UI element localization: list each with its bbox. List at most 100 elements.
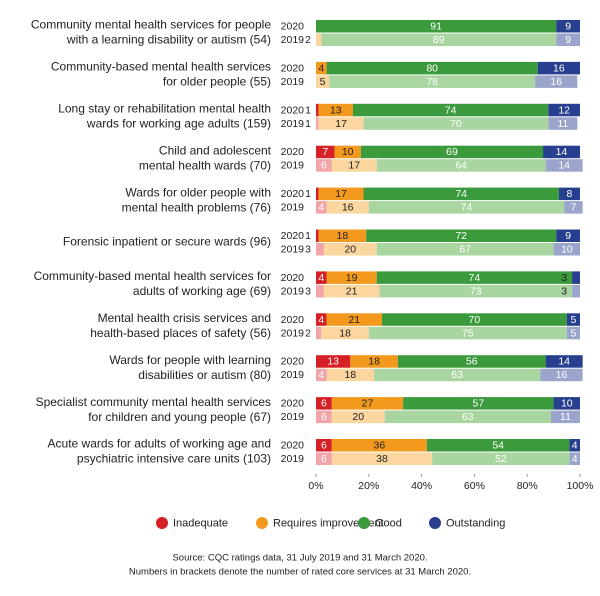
value-label: 12 bbox=[558, 104, 570, 116]
legend-label: Requires improvement bbox=[273, 517, 384, 529]
bar-segment bbox=[540, 368, 583, 382]
value-label: 73 bbox=[470, 285, 482, 297]
x-tick-label: 100% bbox=[567, 480, 594, 492]
bar-segment bbox=[316, 187, 319, 201]
value-label: 56 bbox=[466, 356, 478, 368]
bar-segment bbox=[323, 284, 380, 298]
value-label: 17 bbox=[335, 188, 347, 200]
category-label: Wards for people with learning bbox=[109, 353, 271, 367]
bar-segment bbox=[403, 397, 554, 410]
bar-segment bbox=[321, 33, 557, 46]
legend-marker bbox=[429, 517, 441, 529]
bar-segment bbox=[368, 326, 567, 340]
value-label: 63 bbox=[451, 369, 463, 381]
year-label: 2020 bbox=[281, 188, 305, 200]
value-label: 89 bbox=[433, 34, 445, 46]
value-label: 4 bbox=[572, 453, 578, 465]
bar-segment bbox=[326, 61, 538, 75]
value-label: 27 bbox=[362, 398, 374, 410]
bar-segment bbox=[316, 355, 351, 368]
value-label: 7 bbox=[570, 202, 576, 214]
bar-segment bbox=[323, 243, 377, 256]
year-label: 2019 bbox=[281, 202, 305, 214]
legend-marker bbox=[256, 517, 268, 529]
value-label: 17 bbox=[348, 160, 360, 172]
bar-segment bbox=[572, 284, 580, 298]
bar-segment bbox=[316, 271, 327, 284]
value-label: 54 bbox=[492, 440, 504, 452]
bar-segment bbox=[316, 117, 319, 130]
value-label: 14 bbox=[556, 146, 568, 158]
x-tick-label: 0% bbox=[308, 480, 323, 492]
value-label: 69 bbox=[446, 146, 458, 158]
bar-segment bbox=[397, 355, 546, 368]
x-tick-label: 40% bbox=[411, 480, 432, 492]
value-label: 6 bbox=[321, 453, 327, 465]
bar-segment bbox=[564, 201, 583, 214]
bar-segment bbox=[548, 117, 578, 130]
bar-segment bbox=[329, 75, 536, 88]
bar-segment bbox=[316, 439, 332, 452]
bar-segment bbox=[316, 368, 327, 382]
year-label: 2020 bbox=[281, 398, 305, 410]
legend-marker bbox=[358, 517, 370, 529]
bar-segment bbox=[376, 159, 546, 172]
bar-segment bbox=[569, 439, 580, 452]
value-label: 3 bbox=[561, 272, 567, 284]
bar-segment bbox=[316, 61, 327, 75]
value-label: 64 bbox=[455, 160, 467, 172]
value-label: 74 bbox=[461, 202, 473, 214]
bar-segment bbox=[334, 145, 361, 159]
bar-segment bbox=[566, 313, 580, 326]
bar-segment bbox=[331, 397, 404, 410]
year-label: 2020 bbox=[281, 440, 305, 452]
bar-segment bbox=[316, 243, 324, 256]
bar-segment bbox=[318, 103, 353, 117]
value-label: 10 bbox=[561, 244, 573, 256]
bar-segment bbox=[316, 201, 327, 214]
category-label: wards for working age adults (159) bbox=[86, 116, 271, 130]
value-label: 18 bbox=[368, 356, 380, 368]
bar-segment bbox=[572, 271, 580, 284]
value-label: 4 bbox=[318, 62, 324, 74]
value-label: 80 bbox=[426, 62, 438, 74]
bar-segment bbox=[569, 452, 580, 465]
value-label: 10 bbox=[342, 146, 354, 158]
category-label: adults of working age (69) bbox=[133, 284, 271, 298]
value-label: 9 bbox=[565, 21, 571, 33]
bar-segment bbox=[350, 355, 398, 368]
value-label: 18 bbox=[337, 230, 349, 242]
year-label: 2019 bbox=[281, 453, 305, 465]
bar-segment bbox=[379, 284, 573, 298]
value-label: 1 bbox=[305, 104, 311, 116]
bar-segment bbox=[556, 20, 580, 33]
bar-segment bbox=[363, 117, 549, 130]
value-label: 13 bbox=[330, 104, 342, 116]
bar-segment bbox=[316, 313, 327, 326]
value-label: 17 bbox=[335, 118, 347, 130]
bar-segment bbox=[550, 410, 580, 424]
value-label: 74 bbox=[469, 272, 481, 284]
value-label: 36 bbox=[374, 440, 386, 452]
bar-segment bbox=[432, 452, 570, 465]
year-label: 2020 bbox=[281, 230, 305, 242]
year-label: 2020 bbox=[281, 146, 305, 158]
value-label: 5 bbox=[570, 327, 576, 339]
bar-segment bbox=[316, 145, 335, 159]
value-label: 16 bbox=[553, 62, 565, 74]
category-label: Long stay or rehabilitation mental healt… bbox=[58, 101, 271, 115]
year-label: 2020 bbox=[281, 104, 305, 116]
year-label: 2019 bbox=[281, 34, 305, 46]
value-label: 63 bbox=[462, 411, 474, 423]
bar-segment bbox=[384, 410, 551, 424]
category-label: with a learning disability or autism (54… bbox=[66, 33, 271, 47]
value-label: 4 bbox=[572, 440, 578, 452]
bar-segment bbox=[545, 159, 583, 172]
bar-segment bbox=[366, 229, 557, 242]
value-label: 4 bbox=[318, 272, 324, 284]
value-label: 6 bbox=[321, 411, 327, 423]
value-label: 4 bbox=[318, 202, 324, 214]
legend-label: Inadequate bbox=[173, 517, 228, 529]
category-label: Community-based mental health services bbox=[51, 60, 271, 74]
category-label: Community mental health services for peo… bbox=[31, 18, 271, 32]
